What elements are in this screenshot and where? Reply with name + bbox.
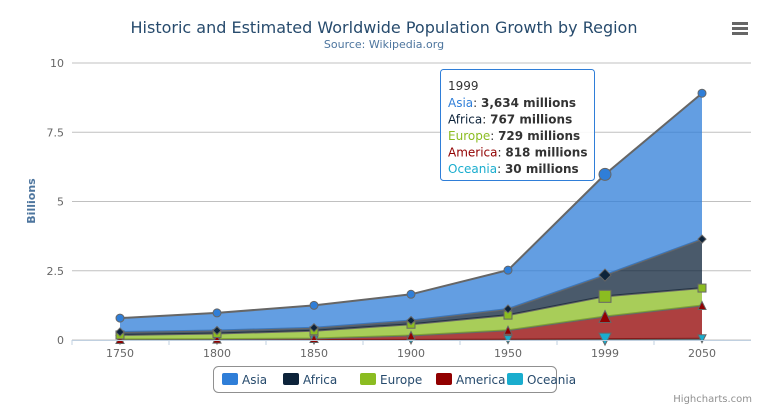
data-point-africa: [598, 268, 612, 282]
tooltip-row: Asia: 3,634 millions: [448, 96, 576, 110]
legend-symbol: [360, 373, 376, 385]
credits-link[interactable]: Highcharts.com: [673, 394, 752, 405]
chart-subtitle: Source: Wikipedia.org: [324, 38, 444, 51]
y-tick-label: 5: [57, 196, 64, 209]
legend-symbol: [222, 373, 238, 385]
legend-symbol: [507, 373, 523, 385]
legend-symbol: [436, 373, 452, 385]
data-point-asia: [598, 167, 612, 181]
data-point-oceania: [598, 332, 612, 347]
x-tick-label: 1800: [203, 347, 231, 360]
data-point-europe: [598, 289, 612, 303]
tooltip-row: Oceania: 30 millions: [448, 162, 579, 176]
tooltip: 1999 Asia: 3,634 millions Africa: 767 mill…: [440, 69, 595, 181]
data-point-asia: [309, 300, 319, 310]
data-point-america: [115, 334, 125, 344]
tooltip-box: [440, 69, 595, 181]
x-tick-label: 1950: [494, 347, 522, 360]
legend-symbol: [283, 373, 299, 385]
legend-item-asia[interactable]: Asia: [222, 373, 267, 387]
x-tick-label: 1750: [106, 347, 134, 360]
legend: Asia Africa Europe America Oceania: [213, 366, 576, 393]
data-point-africa: [503, 304, 513, 314]
legend-label: Oceania: [527, 373, 576, 387]
data-point-america: [406, 330, 416, 341]
data-point-america: [697, 300, 707, 310]
y-tick-label: 10: [50, 57, 64, 70]
legend-item-oceania[interactable]: Oceania: [507, 373, 576, 387]
data-point-oceania: [503, 335, 513, 345]
data-point-africa: [212, 325, 222, 336]
tooltip-row: Europe: 729 millions: [448, 129, 580, 143]
legend-item-america[interactable]: America: [436, 373, 506, 387]
legend-box: [213, 366, 557, 393]
x-tick-label: 1999: [591, 347, 619, 360]
data-point-america: [212, 333, 222, 344]
data-point-africa: [309, 323, 319, 333]
legend-item-europe[interactable]: Europe: [360, 373, 422, 387]
legend-label: Europe: [380, 373, 422, 387]
x-tick-label: 1850: [300, 347, 328, 360]
data-point-asia: [406, 289, 416, 299]
legend-label: Asia: [242, 373, 267, 387]
legend-label: America: [456, 373, 506, 387]
area-america: [120, 305, 702, 340]
data-point-america: [503, 325, 513, 335]
data-point-asia: [697, 88, 707, 98]
x-tick-label: 1900: [397, 347, 425, 360]
data-point-africa: [406, 315, 416, 326]
legend-item-africa[interactable]: Africa: [283, 373, 337, 387]
data-point-oceania: [697, 334, 707, 344]
data-point-africa: [115, 327, 125, 337]
data-point-asia: [503, 265, 513, 275]
data-point-asia: [212, 308, 222, 318]
hamburger-menu-icon[interactable]: [732, 22, 748, 25]
area-africa: [120, 239, 702, 335]
tooltip-header: 1999: [448, 79, 479, 93]
area-asia: [120, 93, 702, 332]
legend-label: Africa: [303, 373, 337, 387]
data-point-america: [598, 309, 612, 324]
data-point-asia: [115, 313, 125, 323]
tooltip-row: Africa: 767 millions: [448, 113, 572, 127]
data-point-europe: [697, 283, 707, 293]
y-axis-title: Billions: [25, 178, 38, 224]
y-tick-label: 0: [57, 334, 64, 347]
menu-button[interactable]: [732, 22, 748, 35]
y-tick-label: 7.5: [47, 126, 65, 139]
y-tick-label: 2.5: [47, 265, 65, 278]
tooltip-row: America: 818 millions: [448, 146, 587, 160]
chart-title: Historic and Estimated Worldwide Populat…: [131, 18, 638, 37]
data-point-africa: [697, 234, 707, 244]
x-tick-label: 2050: [688, 347, 716, 360]
